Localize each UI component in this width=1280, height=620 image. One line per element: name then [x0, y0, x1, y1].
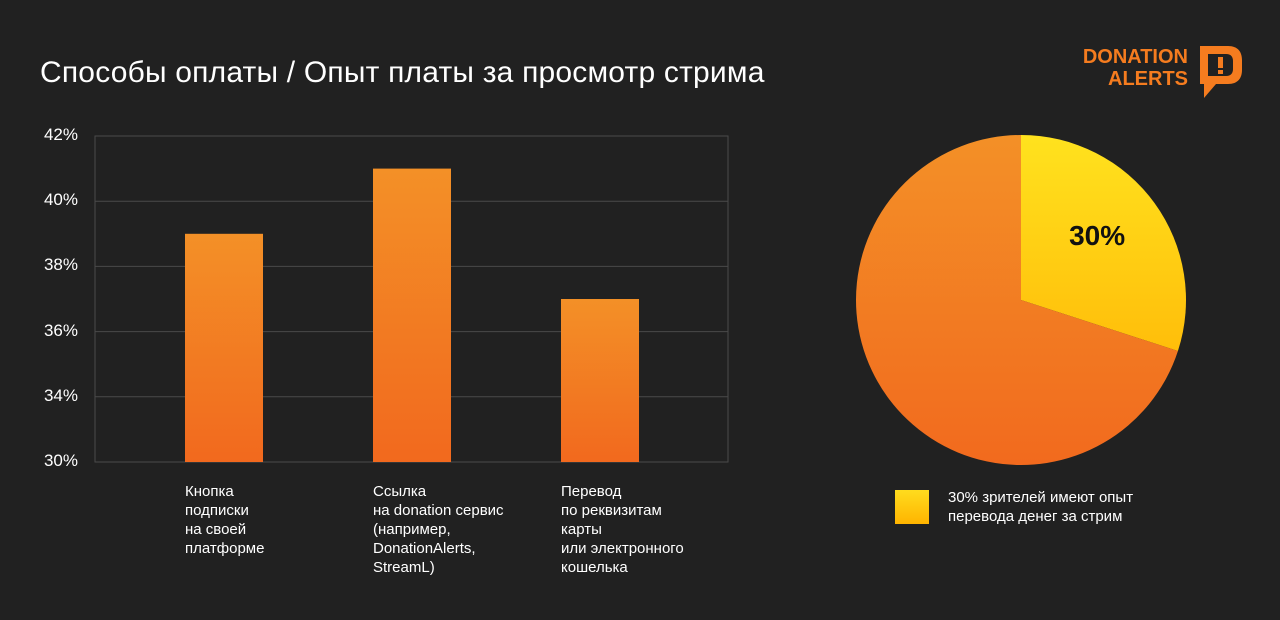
legend-swatch: [895, 490, 929, 524]
bar: [185, 233, 263, 462]
y-tick-label: 40%: [43, 190, 78, 210]
x-category-label: Перевод по реквизитам карты или электрон…: [561, 483, 684, 576]
bar: [561, 299, 639, 462]
page-title: Способы оплаты / Опыт платы за просмотр …: [40, 56, 765, 89]
y-tick-label: 36%: [43, 320, 78, 340]
x-category-label: Кнопка подписки на своей платформе: [185, 483, 265, 557]
bar: [373, 168, 451, 462]
donation-alerts-logo: DONATION ALERTS: [1074, 44, 1244, 104]
pie-slice-label: 30%: [1069, 219, 1126, 251]
alert-bubble-icon: [1200, 46, 1242, 98]
pie-slice-highlight: [1021, 135, 1186, 351]
pie-slice-rest: [855, 135, 1178, 465]
legend-text: 30% зрителей имеют опыт перевода денег з…: [948, 489, 1134, 525]
y-tick-label: 38%: [43, 255, 78, 275]
y-tick-label: 34%: [43, 385, 78, 405]
logo-line1: DONATION: [1082, 46, 1188, 68]
y-tick-label: 42%: [43, 125, 78, 144]
y-tick-label: 30%: [43, 451, 78, 470]
logo-line2: ALERTS: [1108, 68, 1188, 90]
pie-chart: [855, 135, 1186, 465]
x-category-label: Ссылка на donation сервис (например, Don…: [373, 483, 504, 576]
bar-chart: [94, 135, 729, 463]
